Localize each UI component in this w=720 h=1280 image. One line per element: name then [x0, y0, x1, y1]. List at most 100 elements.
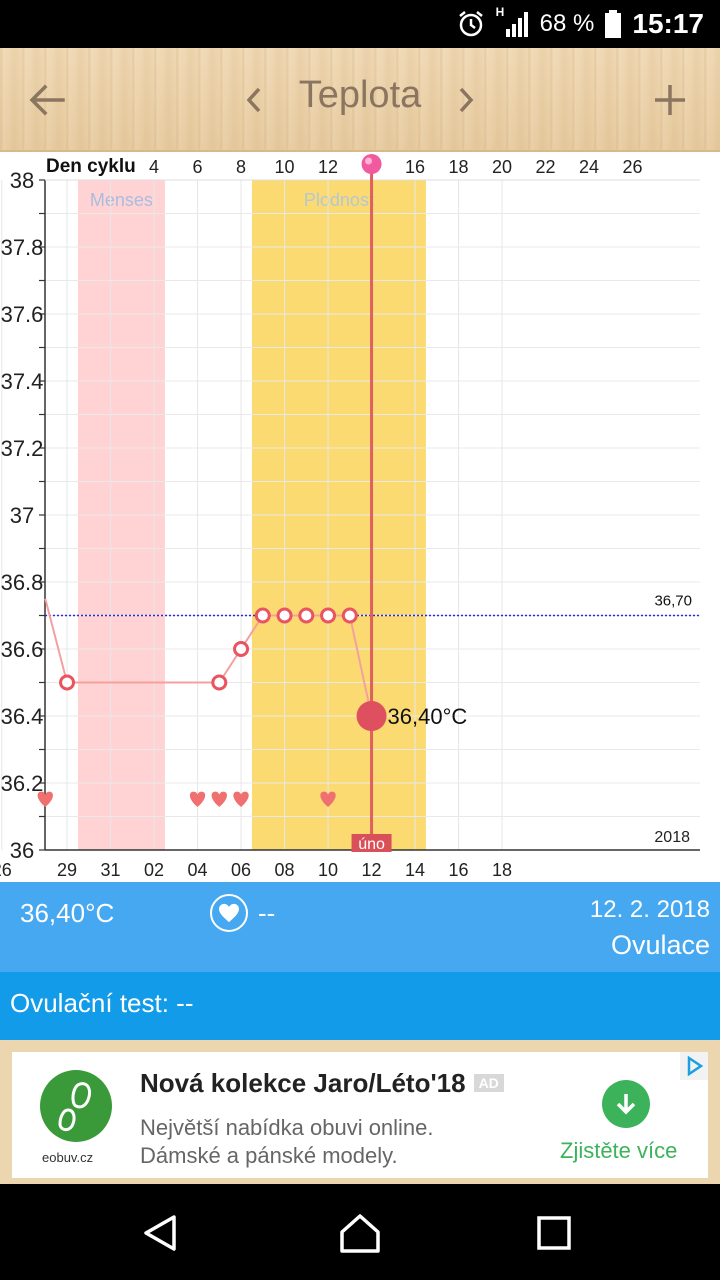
intercourse-value: --: [258, 898, 276, 928]
cycle-phase: Ovulace: [610, 930, 710, 960]
alarm-icon: [458, 11, 483, 37]
y-tick-label: 37.6: [1, 302, 44, 327]
chart-svg[interactable]: Menses Plodnost 38 37.8 37.6 37.4 37.2 37 36.8 36…: [0, 152, 720, 882]
temperature-point: [276, 607, 293, 624]
ad-headline-text: Nová kolekce Jaro/Léto'18: [140, 1068, 466, 1098]
temperature-line: [44, 598, 373, 717]
y-tick-label: 36.4: [1, 704, 44, 729]
x-tick-label: 02: [144, 860, 164, 880]
ad-cta-button[interactable]: Zjistěte více: [560, 1138, 678, 1163]
chevron-right-icon: [459, 87, 474, 113]
heart-icon: [211, 791, 227, 807]
ad-description: Největší nabídka obuvi online. Dámské a …: [140, 1114, 530, 1170]
nav-home-icon: [340, 1214, 380, 1253]
x-tick-label: 18: [492, 860, 512, 880]
x-tick-label: 26: [0, 860, 12, 880]
ad-description-line-1: Největší nabídka obuvi online.: [140, 1115, 434, 1140]
y-tick-label: 37.2: [1, 436, 44, 461]
eobuv-logo: [40, 1070, 112, 1142]
y-tick-label: 37.4: [1, 369, 44, 394]
back-button[interactable]: [22, 78, 72, 122]
cycle-day-tick: 10: [275, 157, 295, 177]
band-label: Menses: [90, 190, 153, 210]
ovulation-dot: [361, 154, 382, 174]
coverline-label: 36,70: [654, 593, 692, 610]
y-tick-label: 36: [10, 838, 34, 863]
y-tick-label: 37: [10, 503, 34, 528]
temperature-chart[interactable]: Menses Plodnost 38 37.8 37.6 37.4 37.2 37 36.8 36…: [0, 152, 720, 882]
battery-percent: 68 %: [539, 10, 595, 37]
cycle-day-tick: 6: [193, 157, 203, 177]
app-bar: Teplota: [0, 48, 720, 152]
arrow-left-icon: [29, 84, 65, 116]
ad-banner[interactable]: eobuv.cz Nová kolekce Jaro/Léto'18 AD Nej…: [0, 1040, 720, 1184]
x-tick-label: 12: [362, 860, 382, 880]
ad-description-line-2: Dámské a pánské modely.: [140, 1143, 398, 1168]
signal-icon: H: [496, 5, 530, 39]
cycle-day-tick: 4: [149, 157, 159, 177]
y-tick-label: 36.2: [1, 771, 44, 796]
add-button[interactable]: [646, 76, 694, 124]
heart-icon: [233, 791, 249, 807]
download-icon[interactable]: [602, 1080, 650, 1128]
cycle-day-tick: 18: [449, 157, 469, 177]
temperature-point: [254, 607, 271, 624]
x-tick-label: 16: [449, 860, 469, 880]
temperature-point: [320, 607, 337, 624]
y-tick-label: 37.8: [1, 235, 44, 260]
x-tick-label: 08: [275, 860, 295, 880]
chevron-left-icon: [246, 87, 261, 113]
plus-icon: [655, 85, 685, 115]
x-tick-label: 14: [405, 860, 425, 880]
next-button[interactable]: [450, 80, 482, 120]
nav-back-icon: [144, 1215, 176, 1251]
ad-card[interactable]: eobuv.cz Nová kolekce Jaro/Léto'18 AD Nej…: [12, 1052, 708, 1178]
cycle-day-tick: 22: [536, 157, 556, 177]
heart-icon: [189, 791, 206, 807]
x-tick-label: 31: [101, 860, 121, 880]
clock: 15:17: [632, 8, 704, 39]
cycle-day-tick: 24: [579, 157, 599, 177]
intercourse-heart-icon[interactable]: [210, 894, 248, 932]
temperature-point: [233, 641, 250, 657]
cycle-day-label: Den cyklu: [46, 156, 136, 177]
temperature-point: [298, 607, 315, 624]
x-tick-label: 04: [188, 860, 208, 880]
month-tag: [351, 834, 392, 852]
selected-date: 12. 2. 2018: [589, 896, 710, 923]
nav-home-button[interactable]: [336, 1212, 384, 1254]
selected-point: [356, 701, 387, 731]
status-bar: H 68 % 15:17: [0, 0, 720, 48]
temperature-point: [59, 674, 76, 691]
logo-text: eobuv.cz: [42, 1150, 94, 1165]
ovulation-test-bar[interactable]: Ovulační test: --: [0, 972, 720, 1040]
adchoices-icon[interactable]: [680, 1052, 708, 1080]
navigation-bar: [0, 1184, 720, 1280]
cycle-day-tick: 26: [623, 157, 643, 177]
y-tick-label: 36.8: [1, 570, 44, 595]
month-label: úno: [358, 836, 385, 853]
x-tick-label: 29: [57, 860, 77, 880]
year-label: 2018: [654, 829, 690, 846]
temperature-point: [211, 674, 228, 691]
ovulation-dot-highlight: [365, 157, 373, 165]
nav-recents-button[interactable]: [530, 1212, 578, 1254]
nav-back-button[interactable]: [136, 1212, 184, 1254]
info-bar: 36,40°C -- 12. 2. 2018 Ovulace: [0, 882, 720, 972]
x-tick-label: 10: [318, 860, 338, 880]
selected-temperature: 36,40°C: [20, 898, 115, 928]
heart-icon: [37, 791, 53, 807]
cycle-day-tick: 16: [405, 157, 425, 177]
nav-recents-icon: [537, 1216, 571, 1250]
shoe-print-icon: [58, 1082, 92, 1132]
x-tick-label: 06: [231, 860, 251, 880]
ad-badge: AD: [473, 1074, 504, 1092]
cycle-day-tick: 20: [492, 157, 512, 177]
network-type: H: [495, 5, 505, 19]
previous-button[interactable]: [238, 80, 270, 120]
heart-icon: [320, 791, 336, 807]
battery-icon: [605, 10, 622, 38]
ad-headline: Nová kolekce Jaro/Léto'18 AD: [140, 1068, 504, 1099]
cycle-day-tick: 12: [318, 157, 338, 177]
page-title: Teplota: [298, 74, 422, 116]
